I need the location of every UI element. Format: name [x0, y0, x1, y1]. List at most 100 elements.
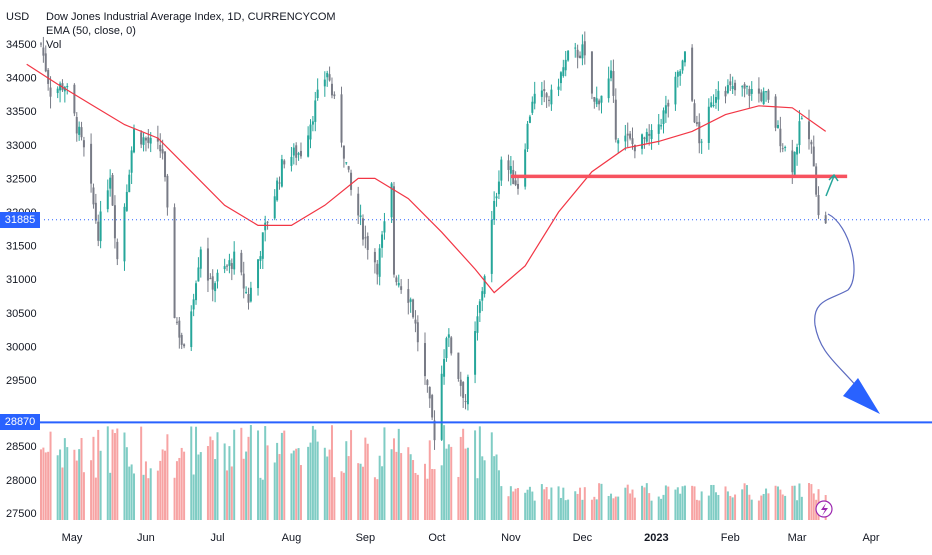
volume-bar	[266, 445, 269, 520]
volume-bar	[664, 485, 667, 520]
candle-body	[245, 291, 248, 293]
candle-body	[80, 127, 83, 138]
volume-bar	[283, 430, 286, 520]
volume-bar	[290, 453, 293, 520]
volume-bar	[545, 487, 548, 520]
volume-bar	[509, 486, 512, 520]
volume-bar	[595, 499, 598, 520]
volume-bar	[784, 495, 787, 520]
volume-bar	[39, 449, 42, 520]
volume-bar	[99, 450, 102, 520]
candle-body	[760, 92, 763, 101]
volume-bar	[650, 500, 653, 520]
candle-body	[130, 150, 133, 173]
candle-body	[779, 128, 782, 147]
volume-bar	[223, 443, 226, 520]
candle-body	[233, 251, 236, 270]
candle-body	[440, 373, 443, 440]
candle-body	[526, 123, 529, 150]
volume-bar	[350, 430, 353, 520]
volume-bar	[130, 464, 133, 520]
volume-bar	[140, 426, 143, 520]
volume-bar	[691, 485, 694, 520]
volume-bar	[92, 436, 95, 520]
candle-body	[750, 89, 753, 94]
candle-body	[714, 97, 717, 103]
volume-bar	[259, 477, 262, 520]
candle-body	[545, 93, 548, 98]
volume-bar	[447, 444, 450, 520]
legend-volume[interactable]: Vol	[46, 39, 62, 51]
volume-bar	[190, 426, 193, 520]
volume-bar	[423, 463, 426, 520]
candle-body	[791, 150, 794, 173]
annotations	[0, 173, 932, 518]
volume-bar	[457, 476, 460, 520]
volume-bar	[297, 448, 300, 520]
retest-arrow-icon	[825, 175, 835, 197]
candle-body	[645, 132, 648, 142]
volume-bar	[195, 426, 198, 520]
volume-bar	[493, 456, 496, 520]
candle-body	[390, 183, 393, 218]
volume-bar	[734, 494, 737, 520]
candle-body	[607, 78, 610, 99]
volume-bar	[490, 432, 493, 520]
candle-body	[94, 202, 97, 221]
volume-bar	[548, 499, 551, 520]
volume-bar	[667, 486, 670, 520]
volume-bar	[173, 477, 176, 520]
volume-bar	[641, 485, 644, 520]
volume-bar	[478, 426, 481, 520]
volume-bar	[765, 488, 768, 520]
volume-bar	[748, 494, 751, 520]
volume-bar	[381, 466, 384, 520]
candle-body	[242, 273, 245, 289]
candle-body	[798, 121, 801, 146]
volume-bar	[724, 486, 727, 520]
volume-bar	[562, 487, 565, 520]
volume-bar	[610, 493, 613, 520]
volume-bar	[714, 492, 717, 520]
candle-body	[626, 133, 629, 136]
volume-bar	[376, 479, 379, 520]
candle-body	[376, 263, 379, 275]
volume-bar	[581, 499, 584, 520]
candle-body	[166, 175, 169, 208]
candle-body	[409, 299, 412, 302]
candle-body	[292, 147, 295, 156]
volume-bar	[462, 428, 465, 520]
ema-line	[26, 63, 827, 294]
candle-body	[426, 380, 429, 386]
candle-body	[474, 331, 477, 375]
price-candles	[39, 31, 827, 450]
volume-bar	[366, 443, 369, 520]
candle-body	[457, 352, 460, 379]
legend-ema[interactable]: EMA (50, close, 0)	[46, 25, 136, 37]
volume-bar	[531, 491, 534, 520]
volume-bar	[629, 493, 632, 520]
volume-bar	[159, 460, 162, 520]
candle-body	[109, 177, 112, 189]
volume-bar	[645, 483, 648, 520]
candle-body	[283, 160, 286, 165]
candle-body	[228, 260, 231, 266]
candle-body	[517, 183, 520, 189]
volume-bar	[729, 495, 732, 520]
x-tick-label: May	[62, 532, 83, 544]
x-tick-label: Feb	[721, 532, 740, 544]
candle-body	[383, 221, 386, 233]
volume-bar	[257, 430, 260, 520]
candle-body	[462, 382, 465, 398]
candle-body	[765, 91, 768, 93]
candle-body	[106, 190, 109, 210]
legend-symbol[interactable]: Dow Jones Industrial Average Index, 1D, …	[46, 11, 336, 23]
candle-body	[612, 71, 615, 96]
candle-body	[650, 129, 653, 139]
volume-bar	[779, 489, 782, 520]
candle-body	[75, 117, 78, 134]
volume-bar	[707, 495, 710, 520]
candle-body	[206, 248, 209, 281]
